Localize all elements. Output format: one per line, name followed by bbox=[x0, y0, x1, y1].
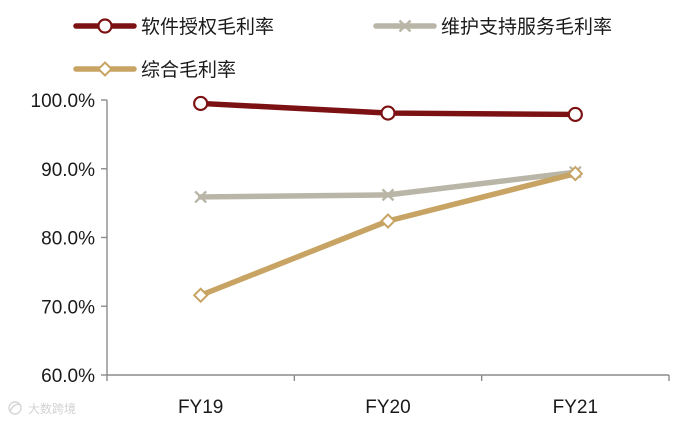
y-tick-label: 80.0% bbox=[41, 229, 95, 250]
y-tick-label: 100.0% bbox=[31, 91, 96, 112]
y-tick-label: 90.0% bbox=[41, 160, 95, 181]
chart-axes: 60.0% 70.0% 80.0% 90.0% 100.0% FY19 FY20 FY21 bbox=[31, 91, 670, 418]
data-point-stroke-2 bbox=[194, 190, 208, 204]
legend-item-1: 软件授权毛利率 bbox=[73, 16, 274, 38]
legend-marker-stroke-2 bbox=[398, 19, 412, 33]
data-point bbox=[567, 165, 584, 182]
x-tick-label: FY19 bbox=[178, 397, 223, 418]
series-1 bbox=[193, 95, 583, 123]
legend-item-2: 维护支持服务毛利率 bbox=[373, 16, 612, 38]
series-3 bbox=[192, 165, 584, 304]
legend-label: 维护支持服务毛利率 bbox=[441, 16, 612, 38]
legend-label: 软件授权毛利率 bbox=[141, 16, 274, 38]
y-tick-label: 60.0% bbox=[41, 366, 95, 387]
legend-marker bbox=[398, 19, 412, 33]
series-layer bbox=[192, 95, 584, 304]
legend-item-3: 综合毛利率 bbox=[73, 59, 236, 81]
x-tick-label: FY20 bbox=[365, 397, 410, 418]
x-tick-label: FY21 bbox=[553, 397, 598, 418]
watermark-logo-icon bbox=[8, 401, 22, 415]
data-point bbox=[194, 190, 208, 204]
legend-marker bbox=[97, 61, 113, 77]
series-line bbox=[197, 170, 579, 298]
data-point bbox=[381, 188, 395, 202]
watermark: 大数跨境 bbox=[8, 401, 76, 416]
data-point bbox=[567, 106, 583, 123]
data-point-stroke-2 bbox=[381, 188, 395, 202]
data-point bbox=[380, 213, 396, 229]
data-point bbox=[192, 287, 209, 304]
watermark-text: 大数跨境 bbox=[28, 401, 76, 416]
y-tick-label: 70.0% bbox=[41, 297, 95, 318]
data-point bbox=[193, 95, 209, 112]
legend-marker bbox=[97, 18, 113, 34]
data-point bbox=[380, 105, 396, 121]
legend-label: 综合毛利率 bbox=[141, 59, 236, 81]
